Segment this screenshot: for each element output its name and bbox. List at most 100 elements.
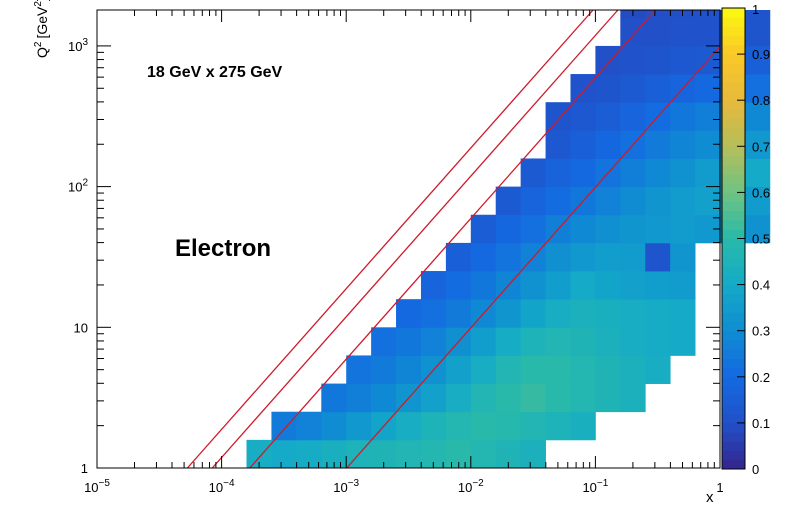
heatmap-cell [570,102,596,131]
color-scale-step [722,54,745,64]
heatmap-cell [470,242,497,272]
heatmap-cell [520,383,546,413]
heatmap-cell [595,74,621,103]
y-constant-line [211,9,619,469]
y-axis-title-unit: [GeV [34,6,50,39]
color-scale-step [722,432,745,442]
heatmap-cell [670,17,696,47]
x-tick-label: 10−2 [458,478,484,495]
color-scale-step [722,229,745,239]
color-scale-step [722,146,745,157]
heatmap-cell [520,158,546,188]
color-scale-bar [722,8,745,470]
heatmap-cell [620,17,646,47]
heatmap-cell [744,45,771,75]
color-scale-step [722,17,745,27]
heatmap-cell [445,355,472,384]
heatmap-cell [595,355,621,384]
heatmap-cell [420,411,447,441]
y-constant-line [346,46,721,469]
color-scale-step [722,358,745,369]
y-tick-label: 10 [74,320,88,335]
color-scale-tick-label: 0.4 [752,278,770,293]
heatmap-cell [420,271,447,300]
heatmap-cell [645,17,671,47]
heatmap-cell [520,214,546,244]
heatmap-cell [495,355,522,384]
heatmap-cell [595,130,621,159]
heatmap-cell [321,411,347,441]
y-constant-line [186,9,594,469]
color-scale-step [722,173,745,184]
heatmap-cell [495,299,522,328]
color-scale-step [722,293,745,304]
y-tick-label: 102 [68,178,88,195]
heatmap-cell [595,299,621,328]
heatmap-cell [396,439,422,469]
heatmap-cell [396,411,422,441]
heatmap-cell [271,411,297,441]
color-scale-step [722,303,745,313]
heatmap-cell [570,411,596,441]
color-scale-step [722,220,745,230]
heatmap-cell [595,102,621,131]
heatmap-cell [570,299,596,328]
color-scale-step [722,312,745,322]
x-axis-ticks: 10−5 10−4 10−3 10−2 10−1 1 [84,10,724,495]
color-scale-step [722,275,745,286]
heatmap-cell [396,327,422,356]
heatmap-cell [744,186,771,216]
heatmap-cell [620,355,646,384]
heatmap-cell [645,214,671,244]
color-scale-step [722,441,745,452]
heatmap-cell [470,271,497,300]
heatmap-cell [645,186,671,216]
y-lines [186,9,721,469]
color-scale-tick-label: 0.8 [752,93,770,108]
color-scale-tick-label: 0.5 [752,232,770,247]
color-scale-step [722,63,745,74]
heatmap-cell [545,411,571,441]
x-tick-label: 1 [716,480,723,495]
heatmap-cell [595,214,621,244]
color-scale-tick-label: 0.1 [752,416,770,431]
heatmap-cell [520,327,546,356]
heatmap-cell [520,439,546,469]
heatmap-cell [695,17,721,47]
y-tick-label: 1 [81,461,88,476]
color-scale-step [722,284,745,295]
heatmap-cell [470,411,497,441]
heatmap-cell [595,242,621,272]
heatmap-cell [645,10,671,19]
heatmap-cell [545,186,571,216]
color-scale-tick-label: 0.7 [752,139,770,154]
heatmap-cell [570,130,596,159]
heatmap-cell [495,327,522,356]
heatmap-cell [396,299,422,328]
color-scale-step [722,413,745,424]
heatmap-cell [271,439,297,469]
color-scale-step [722,376,745,387]
x-tick-label: 10−3 [333,478,359,495]
heatmap-cell [744,10,771,19]
heatmap-cell [420,383,447,413]
heatmap-cell [670,45,696,75]
heatmap-cell [620,158,646,188]
heatmap-cell [670,271,696,300]
svg-text:Q2[GeV2]: Q2[GeV2] [33,0,50,58]
color-scale-step [722,266,745,276]
heatmap-cell [620,299,646,328]
heatmap-cell [620,327,646,356]
color-scale-step [722,339,745,350]
color-scale-step [722,256,745,267]
color-scale-step [722,247,745,258]
color-scale-step [722,44,745,55]
color-scale-step [722,459,745,470]
heatmap-cell [595,327,621,356]
y-axis-ticks: 1 10 102 103 [68,37,720,476]
heatmap-cell [445,299,472,328]
heatmap-cell [570,242,596,272]
heatmap-cell [545,327,571,356]
color-scale-step [722,210,745,221]
heatmap-cell [371,355,397,384]
